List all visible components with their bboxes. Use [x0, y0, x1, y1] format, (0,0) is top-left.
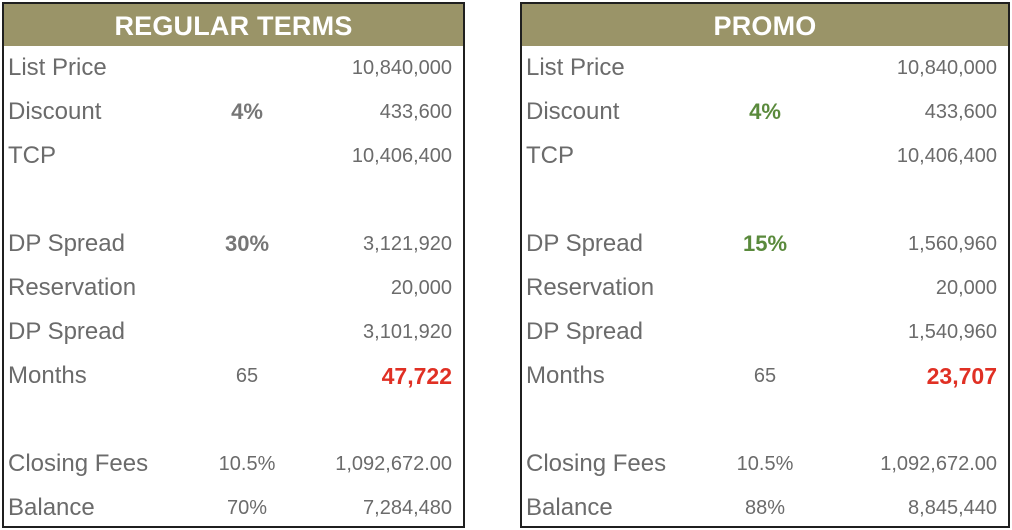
dp-spread-net-value: 1,540,960 — [908, 321, 997, 343]
closing-fees-value: 1,092,672.00 — [880, 453, 997, 475]
closing-fees-label: Closing Fees — [526, 450, 667, 477]
balance-percent: 70% — [226, 497, 268, 519]
balance-row: Balance 70% 7,284,480 — [4, 486, 463, 530]
monthly-amount: 23,707 — [926, 363, 997, 389]
reservation-row: Reservation 20,000 — [4, 266, 463, 310]
months-label: Months — [526, 362, 605, 389]
list-price-value: 10,840,000 — [896, 57, 997, 79]
list-price-label: List Price — [8, 54, 107, 81]
discount-row: Discount 4% 433,600 — [522, 90, 1008, 134]
spacer-row — [522, 398, 1008, 442]
discount-percent: 4% — [231, 99, 263, 124]
discount-percent: 4% — [749, 99, 781, 124]
tcp-row: TCP 10,406,400 — [522, 134, 1008, 178]
discount-label: Discount — [8, 98, 102, 125]
dp-spread-net-label: DP Spread — [526, 318, 643, 345]
promo-panel: PROMO List Price 10,840,000 Discount 4% … — [520, 2, 1010, 528]
dp-spread-label: DP Spread — [526, 230, 643, 257]
dp-spread-net-row: DP Spread 3,101,920 — [4, 310, 463, 354]
dp-spread-value: 3,121,920 — [363, 233, 452, 255]
tcp-label: TCP — [8, 142, 56, 169]
dp-spread-row: DP Spread 15% 1,560,960 — [522, 222, 1008, 266]
dp-spread-percent: 15% — [742, 231, 788, 256]
closing-fees-percent: 10.5% — [218, 453, 276, 475]
balance-percent: 88% — [744, 497, 786, 519]
dp-spread-net-label: DP Spread — [8, 318, 125, 345]
balance-row: Balance 88% 8,845,440 — [522, 486, 1008, 530]
list-price-row: List Price 10,840,000 — [522, 46, 1008, 90]
dp-spread-value: 1,560,960 — [908, 233, 997, 255]
reservation-label: Reservation — [526, 274, 655, 301]
closing-fees-row: Closing Fees 10.5% 1,092,672.00 — [4, 442, 463, 486]
dp-spread-net-value: 3,101,920 — [363, 321, 452, 343]
dp-spread-net-row: DP Spread 1,540,960 — [522, 310, 1008, 354]
balance-value: 8,845,440 — [908, 497, 997, 519]
spacer-row — [522, 178, 1008, 222]
months-count: 65 — [235, 365, 259, 387]
balance-value: 7,284,480 — [363, 497, 452, 519]
regular-terms-title: REGULAR TERMS — [4, 4, 463, 46]
promo-title: PROMO — [522, 4, 1008, 46]
dp-spread-percent: 30% — [224, 231, 270, 256]
tcp-value: 10,406,400 — [351, 145, 452, 167]
discount-value: 433,600 — [924, 101, 997, 123]
balance-label: Balance — [8, 494, 95, 521]
list-price-label: List Price — [526, 54, 625, 81]
discount-value: 433,600 — [379, 101, 452, 123]
tcp-value: 10,406,400 — [896, 145, 997, 167]
months-label: Months — [8, 362, 87, 389]
months-row: Months 65 47,722 — [4, 354, 463, 398]
dp-spread-row: DP Spread 30% 3,121,920 — [4, 222, 463, 266]
regular-terms-panel: REGULAR TERMS List Price 10,840,000 Disc… — [2, 2, 465, 528]
list-price-row: List Price 10,840,000 — [4, 46, 463, 90]
tcp-row: TCP 10,406,400 — [4, 134, 463, 178]
closing-fees-row: Closing Fees 10.5% 1,092,672.00 — [522, 442, 1008, 486]
closing-fees-percent: 10.5% — [736, 453, 794, 475]
spacer-row — [4, 178, 463, 222]
reservation-value: 20,000 — [935, 277, 997, 299]
list-price-value: 10,840,000 — [351, 57, 452, 79]
closing-fees-value: 1,092,672.00 — [335, 453, 452, 475]
balance-label: Balance — [526, 494, 613, 521]
monthly-amount: 47,722 — [381, 363, 452, 389]
spacer-row — [4, 398, 463, 442]
discount-label: Discount — [526, 98, 620, 125]
closing-fees-label: Closing Fees — [8, 450, 149, 477]
tcp-label: TCP — [526, 142, 574, 169]
dp-spread-label: DP Spread — [8, 230, 125, 257]
reservation-label: Reservation — [8, 274, 137, 301]
discount-row: Discount 4% 433,600 — [4, 90, 463, 134]
months-count: 65 — [753, 365, 777, 387]
reservation-value: 20,000 — [390, 277, 452, 299]
months-row: Months 65 23,707 — [522, 354, 1008, 398]
reservation-row: Reservation 20,000 — [522, 266, 1008, 310]
